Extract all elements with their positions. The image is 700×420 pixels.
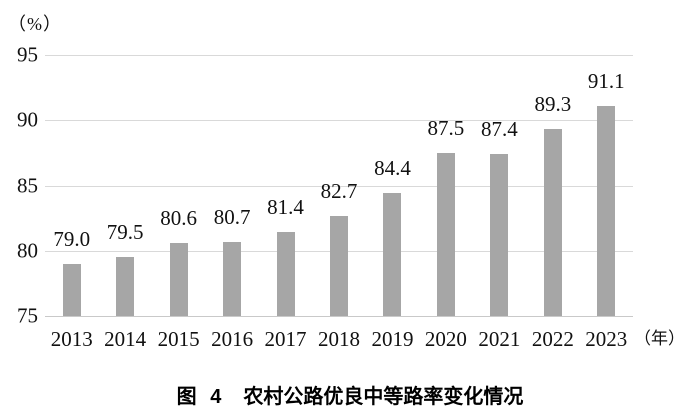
bar-2023 bbox=[597, 105, 616, 316]
x-tick-label-2018: 2018 bbox=[318, 327, 360, 351]
gridline-85 bbox=[45, 185, 633, 187]
y-tick-label-85: 85 bbox=[17, 173, 38, 197]
y-tick-label-95: 95 bbox=[17, 42, 38, 67]
y-tick-label-75: 75 bbox=[17, 303, 38, 328]
y-axis-unit-label: （%） bbox=[8, 14, 62, 34]
bar-value-label-2016: 80.7 bbox=[213, 204, 251, 229]
bar-value-label-2018: 82.7 bbox=[320, 178, 358, 203]
gridline-95 bbox=[45, 55, 633, 56]
x-tick-label-2019: 2019 bbox=[371, 327, 414, 351]
x-tick-label-2013: 2013 bbox=[50, 327, 93, 351]
bar-2016 bbox=[223, 241, 242, 316]
x-axis-line bbox=[45, 316, 633, 317]
bar-2015 bbox=[169, 242, 188, 316]
bar-value-label-2015: 80.6 bbox=[160, 205, 197, 230]
x-tick-label-2016: 2016 bbox=[211, 327, 254, 351]
bar-value-label-2023: 91.1 bbox=[587, 68, 625, 93]
figure-caption-title: 农村公路优良中等路率变化情况 bbox=[243, 386, 524, 408]
figure-caption-label: 图 4 bbox=[176, 386, 226, 408]
bar-value-label-2019: 84.4 bbox=[374, 156, 411, 181]
bar-2020 bbox=[436, 152, 455, 316]
bar-2014 bbox=[116, 257, 135, 316]
gridline-90 bbox=[45, 120, 633, 122]
x-tick-label-2023: 2023 bbox=[585, 327, 628, 351]
x-tick-label-2014: 2014 bbox=[104, 327, 147, 351]
figure-caption: 图 4 农村公路优良中等路率变化情况 bbox=[0, 380, 700, 409]
plot-area: 75 80 85 90 95 79.0 79.5 80.6 80.7 81.4 82.7 84.4 87… bbox=[17, 44, 633, 326]
y-tick-label-90: 90 bbox=[17, 107, 38, 132]
bar-value-label-2020: 87.5 bbox=[427, 115, 465, 140]
bar-2017 bbox=[276, 232, 295, 316]
bar-2022 bbox=[543, 129, 562, 316]
bar-value-label-2014: 79.5 bbox=[106, 220, 144, 245]
x-tick-label-2020: 2020 bbox=[424, 327, 467, 351]
y-tick-label-80: 80 bbox=[17, 238, 38, 263]
x-axis-unit-label: （年） bbox=[634, 329, 685, 348]
bar-2013 bbox=[62, 263, 81, 316]
bar-2021 bbox=[490, 154, 509, 316]
bar-2018 bbox=[330, 215, 348, 316]
bar-value-label-2017: 81.4 bbox=[267, 195, 304, 220]
x-tick-label-2017: 2017 bbox=[264, 327, 307, 351]
bar-2019 bbox=[383, 193, 402, 316]
x-tick-label-2022: 2022 bbox=[531, 327, 574, 351]
bar-value-label-2013: 79.0 bbox=[53, 226, 91, 251]
x-tick-label-2015: 2015 bbox=[157, 327, 200, 351]
x-tick-label-2021: 2021 bbox=[478, 327, 521, 351]
bar-value-label-2021: 87.4 bbox=[480, 117, 518, 142]
bar-value-label-2022: 89.3 bbox=[534, 92, 572, 117]
